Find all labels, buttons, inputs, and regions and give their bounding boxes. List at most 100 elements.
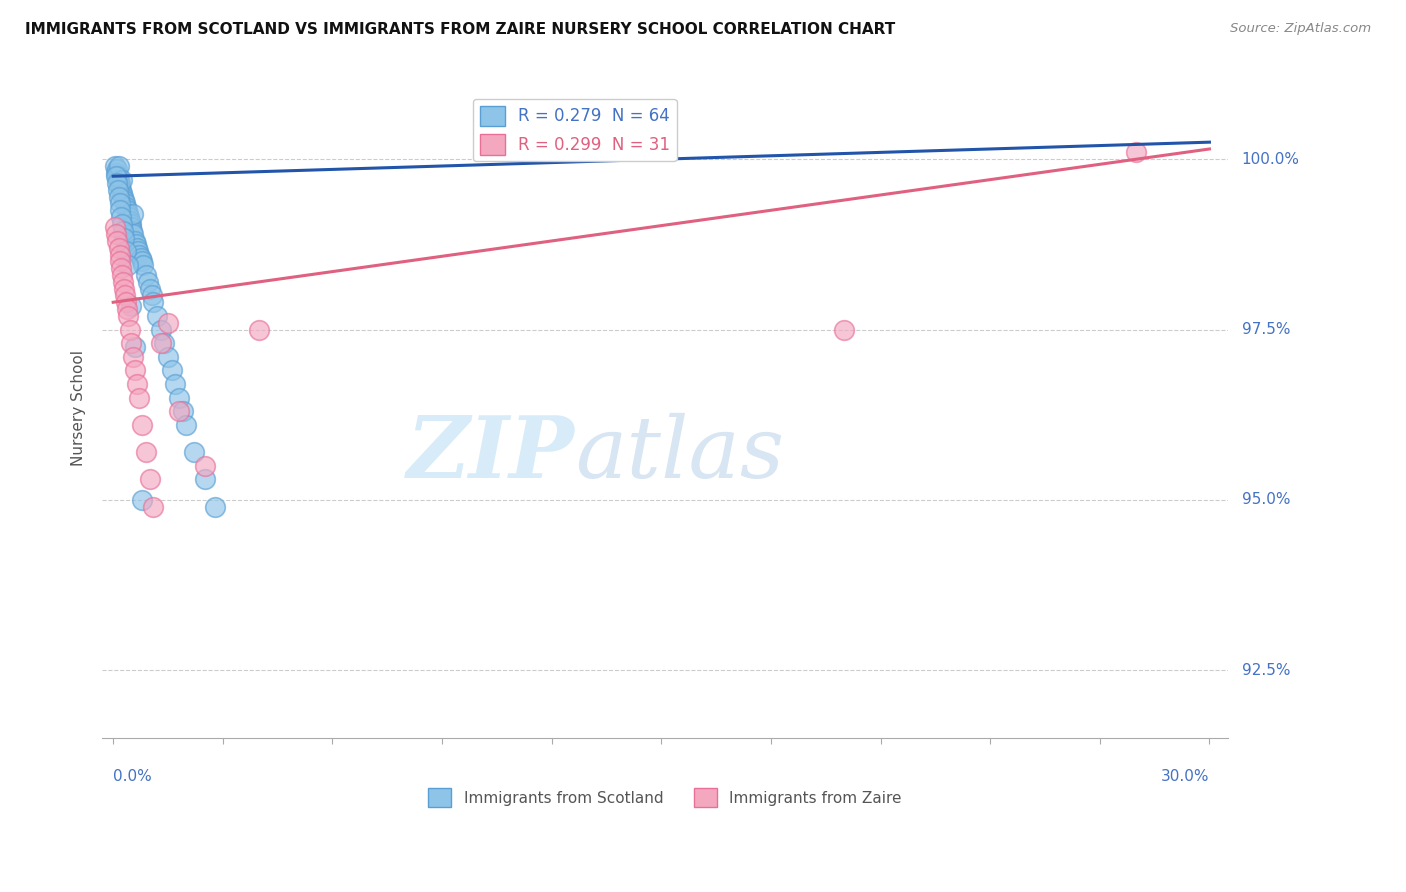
Point [132, 258, 155, 272]
Point [183, 445, 205, 459]
Point [160, 363, 183, 377]
Point [120, 220, 142, 235]
Point [118, 213, 141, 227]
Point [167, 391, 190, 405]
Legend: Immigrants from Scotland, Immigrants from Zaire: Immigrants from Scotland, Immigrants fro… [422, 782, 907, 814]
Point [193, 458, 215, 473]
Text: IMMIGRANTS FROM SCOTLAND VS IMMIGRANTS FROM ZAIRE NURSERY SCHOOL CORRELATION CHA: IMMIGRANTS FROM SCOTLAND VS IMMIGRANTS F… [25, 22, 896, 37]
Point [128, 391, 150, 405]
Point [135, 445, 157, 459]
Point [108, 247, 131, 261]
Point [105, 166, 128, 180]
Point [129, 251, 152, 265]
Point [131, 254, 153, 268]
Point [115, 301, 138, 316]
Point [122, 350, 145, 364]
Point [108, 176, 131, 190]
Point [149, 336, 172, 351]
Point [107, 159, 129, 173]
Point [107, 183, 129, 197]
Point [115, 203, 138, 218]
Point [124, 340, 146, 354]
Point [125, 241, 148, 255]
Point [138, 282, 160, 296]
Point [142, 500, 165, 514]
Point [193, 472, 215, 486]
Point [112, 275, 135, 289]
Point [131, 417, 153, 432]
Point [110, 254, 132, 268]
Point [104, 220, 127, 235]
Point [110, 210, 132, 224]
Point [115, 295, 138, 310]
Point [110, 179, 132, 194]
Point [111, 186, 134, 201]
Point [120, 336, 142, 351]
Point [105, 234, 128, 248]
Text: 100.0%: 100.0% [1241, 152, 1299, 167]
Point [104, 159, 127, 173]
Text: atlas: atlas [575, 413, 785, 495]
Point [117, 210, 139, 224]
Point [156, 350, 179, 364]
Point [149, 322, 172, 336]
Point [172, 404, 194, 418]
Point [121, 224, 143, 238]
Point [105, 162, 128, 177]
Point [118, 322, 141, 336]
Text: 30.0%: 30.0% [1161, 769, 1209, 784]
Point [120, 217, 142, 231]
Point [204, 500, 226, 514]
Point [136, 275, 159, 289]
Point [138, 472, 160, 486]
Text: 97.5%: 97.5% [1241, 322, 1291, 337]
Point [120, 299, 142, 313]
Point [153, 336, 176, 351]
Point [111, 268, 134, 282]
Point [122, 227, 145, 241]
Point [141, 288, 163, 302]
Text: 95.0%: 95.0% [1241, 492, 1291, 508]
Point [167, 404, 190, 418]
Point [114, 196, 136, 211]
Point [108, 196, 131, 211]
Text: Source: ZipAtlas.com: Source: ZipAtlas.com [1230, 22, 1371, 36]
Point [125, 237, 148, 252]
Point [110, 261, 132, 276]
Point [174, 417, 197, 432]
Text: 92.5%: 92.5% [1241, 663, 1291, 678]
Point [111, 172, 134, 186]
Point [105, 227, 128, 241]
Point [117, 207, 139, 221]
Y-axis label: Nursery School: Nursery School [72, 350, 86, 466]
Point [247, 322, 270, 336]
Point [131, 492, 153, 507]
Point [105, 169, 128, 184]
Point [114, 288, 136, 302]
Point [832, 322, 855, 336]
Point [112, 224, 135, 238]
Point [165, 377, 187, 392]
Text: ZIP: ZIP [408, 412, 575, 496]
Point [1125, 145, 1147, 160]
Point [107, 241, 129, 255]
Point [124, 234, 146, 248]
Point [110, 203, 132, 218]
Point [112, 189, 135, 203]
Point [125, 377, 148, 392]
Point [122, 207, 145, 221]
Point [115, 200, 138, 214]
Point [107, 189, 129, 203]
Point [112, 193, 135, 207]
Point [128, 247, 150, 261]
Point [105, 176, 128, 190]
Point [112, 282, 135, 296]
Point [156, 316, 179, 330]
Point [110, 183, 132, 197]
Point [117, 258, 139, 272]
Point [124, 363, 146, 377]
Point [115, 244, 138, 259]
Point [146, 309, 169, 323]
Point [127, 244, 149, 259]
Point [111, 217, 134, 231]
